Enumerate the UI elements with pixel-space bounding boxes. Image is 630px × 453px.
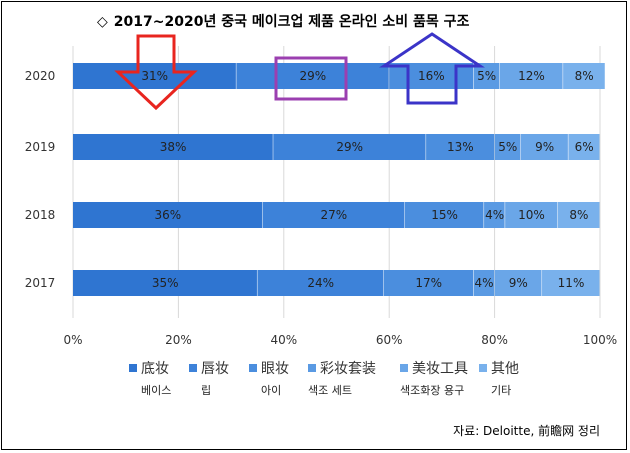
legend-row: 眼妆	[249, 358, 289, 378]
bar-data-label: 8%	[569, 208, 588, 222]
legend-korean-label: 립	[201, 384, 212, 397]
bar-segment	[499, 63, 563, 89]
legend-korean-label: 기타	[491, 384, 512, 397]
bar-segment	[473, 270, 495, 296]
bar-segment	[520, 134, 568, 160]
legend-label: 其他	[491, 361, 519, 377]
purple-highlight-box	[274, 56, 348, 101]
legend-row: 美妆工具	[400, 358, 468, 378]
bar-data-label: 29%	[299, 69, 326, 83]
legend-item: 其他 기타	[479, 358, 519, 398]
x-tick-label: 60%	[376, 333, 403, 347]
chart-title: ◇ 2017~2020년 중국 메이크업 제품 온라인 소비 품목 구조	[97, 11, 469, 31]
bar-segment	[542, 270, 600, 296]
bar-segment	[484, 202, 505, 228]
red-down-arrow	[114, 34, 198, 111]
bar-data-label: 8%	[575, 69, 594, 83]
bar-data-label: 5%	[498, 140, 517, 154]
bar-data-label: 10%	[518, 208, 545, 222]
bar-data-label: 31%	[141, 69, 168, 83]
bar-data-label: 9%	[509, 276, 528, 290]
title-text: 2017~2020년 중국 메이크업 제품 온라인 소비 품목 구조	[113, 14, 470, 30]
legend-swatch	[479, 364, 487, 372]
bar-segment	[494, 270, 542, 296]
bar-data-label: 36%	[155, 208, 182, 222]
legend-swatch	[308, 364, 316, 372]
y-category-label: 2017	[25, 276, 56, 290]
legend-label: 眼妆	[261, 361, 289, 377]
bar-segment	[568, 134, 600, 160]
bar-data-label: 38%	[160, 140, 187, 154]
title-diamond-mark: ◇	[97, 14, 108, 30]
bar-segment	[73, 270, 257, 296]
x-tick-label: 0%	[63, 333, 82, 347]
legend-label: 唇妆	[201, 361, 229, 377]
bar-data-label: 11%	[558, 276, 585, 290]
bar-data-label: 4%	[475, 276, 494, 290]
bar-data-label: 24%	[307, 276, 334, 290]
bar-data-label: 13%	[447, 140, 474, 154]
legend-label: 底妆	[141, 361, 169, 377]
bar-segment	[273, 134, 426, 160]
legend-item: 彩妆套装 색조 세트	[308, 358, 376, 398]
legend-korean-label: 색조화장 용구	[400, 384, 465, 397]
bar-data-label: 27%	[321, 208, 348, 222]
x-tick-label: 20%	[165, 333, 192, 347]
legend-label: 美妆工具	[412, 361, 468, 377]
bar-data-label: 17%	[415, 276, 442, 290]
legend-row: 唇妆	[189, 358, 229, 378]
legend-korean-label: 색조 세트	[308, 384, 352, 397]
bar-segment	[563, 63, 605, 89]
legend-swatch	[129, 364, 137, 372]
legend-row: 彩妆套装	[308, 358, 376, 378]
bar-segment	[73, 134, 273, 160]
legend-swatch	[189, 364, 197, 372]
legend-korean-label: 아이	[261, 384, 282, 397]
bar-data-label: 35%	[152, 276, 179, 290]
legend-row: 其他	[479, 358, 519, 378]
bar-segment	[505, 202, 558, 228]
bar-segment	[494, 134, 521, 160]
legend-label: 彩妆套装	[320, 361, 376, 377]
bar-segment	[73, 63, 236, 89]
bar-data-label: 16%	[418, 69, 445, 83]
bar-segment	[262, 202, 405, 228]
legend-swatch	[400, 364, 408, 372]
bar-segment	[257, 270, 384, 296]
legend-item: 眼妆 아이	[249, 358, 289, 398]
bar-data-label: 9%	[535, 140, 554, 154]
x-tick-label: 100%	[583, 333, 617, 347]
y-category-label: 2018	[25, 208, 56, 222]
legend-row: 底妆	[129, 358, 171, 378]
legend-item: 美妆工具 색조화장 용구	[400, 358, 468, 398]
bar-segment	[73, 202, 263, 228]
bar-data-label: 5%	[477, 69, 496, 83]
bar-data-label: 6%	[575, 140, 594, 154]
source-note: 자료: Deloitte, 前瞻网 정리	[453, 424, 600, 438]
bar-segment	[236, 63, 389, 89]
bar-segment	[426, 134, 495, 160]
y-category-label: 2020	[25, 69, 56, 83]
y-category-label: 2019	[25, 140, 56, 154]
legend-item: 唇妆 립	[189, 358, 229, 398]
x-tick-label: 40%	[270, 333, 297, 347]
bar-segment	[383, 270, 474, 296]
bar-data-label: 15%	[431, 208, 458, 222]
x-tick-label: 80%	[481, 333, 508, 347]
legend-korean-label: 베이스	[141, 384, 172, 397]
bar-data-label: 12%	[518, 69, 545, 83]
legend-item: 底妆 베이스	[129, 358, 171, 398]
bar-segment	[557, 202, 600, 228]
blue-up-arrow	[379, 32, 485, 105]
legend-swatch	[249, 364, 257, 372]
bar-segment	[405, 202, 484, 228]
bar-data-label: 29%	[336, 140, 363, 154]
bar-data-label: 4%	[485, 208, 504, 222]
